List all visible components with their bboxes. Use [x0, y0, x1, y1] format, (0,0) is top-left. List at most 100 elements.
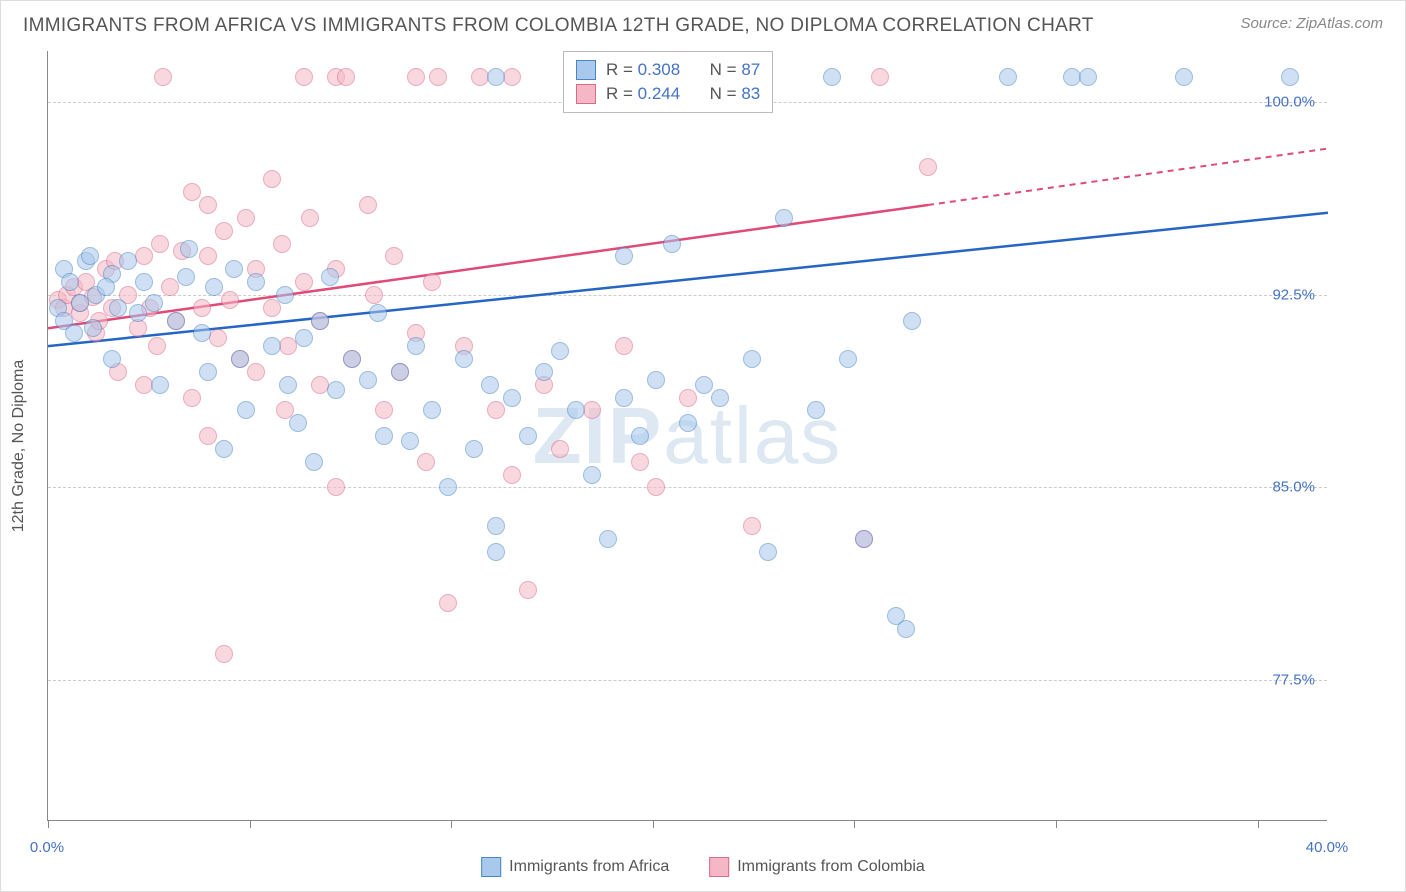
- x-tick: [653, 820, 654, 828]
- scatter-point: [173, 242, 191, 260]
- scatter-point: [279, 337, 297, 355]
- scatter-point: [225, 260, 243, 278]
- scatter-point: [161, 278, 179, 296]
- scatter-point: [343, 350, 361, 368]
- gridline: [48, 487, 1327, 488]
- scatter-point: [97, 278, 115, 296]
- scatter-point: [871, 68, 889, 86]
- scatter-point: [199, 427, 217, 445]
- scatter-point: [295, 273, 313, 291]
- scatter-point: [305, 453, 323, 471]
- chart-title: IMMIGRANTS FROM AFRICA VS IMMIGRANTS FRO…: [23, 15, 1094, 37]
- scatter-point: [369, 304, 387, 322]
- scatter-point: [61, 273, 79, 291]
- scatter-point: [465, 440, 483, 458]
- scatter-point: [109, 299, 127, 317]
- scatter-point: [55, 260, 73, 278]
- scatter-point: [167, 312, 185, 330]
- scatter-point: [71, 304, 89, 322]
- scatter-point: [583, 466, 601, 484]
- scatter-point: [215, 222, 233, 240]
- scatter-point: [423, 401, 441, 419]
- scatter-point: [247, 260, 265, 278]
- scatter-point: [77, 273, 95, 291]
- source-attribution: Source: ZipAtlas.com: [1240, 15, 1383, 32]
- legend-swatch: [576, 84, 596, 104]
- legend-swatch: [709, 857, 729, 877]
- scatter-point: [1063, 68, 1081, 86]
- scatter-point: [237, 209, 255, 227]
- scatter-point: [1175, 68, 1193, 86]
- scatter-point: [237, 401, 255, 419]
- scatter-point: [535, 376, 553, 394]
- scatter-point: [247, 273, 265, 291]
- scatter-point: [807, 401, 825, 419]
- gridline: [48, 295, 1327, 296]
- scatter-point: [615, 247, 633, 265]
- scatter-point: [711, 389, 729, 407]
- bottom-legend-item: Immigrants from Africa: [481, 857, 669, 877]
- scatter-point: [119, 252, 137, 270]
- scatter-point: [999, 68, 1017, 86]
- y-tick-label: 92.5%: [1272, 286, 1315, 303]
- scatter-point: [180, 240, 198, 258]
- scatter-point: [567, 401, 585, 419]
- scatter-point: [90, 312, 108, 330]
- scatter-point: [84, 319, 102, 337]
- scatter-point: [81, 247, 99, 265]
- scatter-point: [503, 466, 521, 484]
- scatter-point: [193, 299, 211, 317]
- scatter-point: [327, 68, 345, 86]
- scatter-point: [129, 319, 147, 337]
- scatter-point: [551, 440, 569, 458]
- scatter-point: [65, 324, 83, 342]
- scatter-point: [221, 291, 239, 309]
- scatter-point: [337, 68, 355, 86]
- legend-swatch: [481, 857, 501, 877]
- scatter-point: [743, 517, 761, 535]
- scatter-point: [1281, 68, 1299, 86]
- x-tick: [1258, 820, 1259, 828]
- y-tick-label: 85.0%: [1272, 479, 1315, 496]
- trend-line-dashed: [928, 149, 1328, 205]
- scatter-point: [583, 401, 601, 419]
- scatter-point: [311, 312, 329, 330]
- scatter-point: [423, 273, 441, 291]
- chart-container: IMMIGRANTS FROM AFRICA VS IMMIGRANTS FRO…: [0, 0, 1406, 892]
- r-label: R = 0.244: [606, 84, 680, 104]
- scatter-point: [49, 291, 67, 309]
- scatter-point: [385, 247, 403, 265]
- scatter-point: [135, 273, 153, 291]
- scatter-point: [103, 299, 121, 317]
- scatter-point: [295, 329, 313, 347]
- scatter-point: [647, 371, 665, 389]
- scatter-point: [503, 389, 521, 407]
- scatter-point: [215, 440, 233, 458]
- scatter-point: [407, 324, 425, 342]
- scatter-point: [679, 389, 697, 407]
- scatter-point: [327, 381, 345, 399]
- x-tick: [1056, 820, 1057, 828]
- scatter-point: [215, 645, 233, 663]
- scatter-point: [487, 517, 505, 535]
- scatter-point: [205, 278, 223, 296]
- scatter-point: [231, 350, 249, 368]
- scatter-point: [145, 294, 163, 312]
- scatter-point: [401, 432, 419, 450]
- scatter-point: [103, 350, 121, 368]
- scatter-point: [193, 324, 211, 342]
- scatter-point: [77, 252, 95, 270]
- scatter-point: [321, 268, 339, 286]
- scatter-point: [135, 247, 153, 265]
- scatter-point: [631, 453, 649, 471]
- scatter-point: [343, 350, 361, 368]
- watermark-bold: ZIP: [533, 391, 663, 480]
- trend-line: [48, 213, 1328, 346]
- scatter-point: [135, 376, 153, 394]
- scatter-point: [106, 252, 124, 270]
- scatter-point: [327, 260, 345, 278]
- scatter-point: [679, 414, 697, 432]
- scatter-point: [897, 620, 915, 638]
- scatter-point: [263, 170, 281, 188]
- x-min-label: 0.0%: [30, 839, 64, 856]
